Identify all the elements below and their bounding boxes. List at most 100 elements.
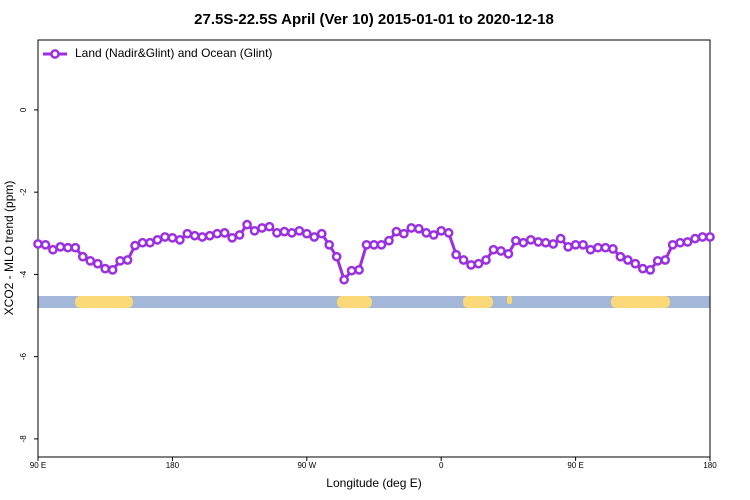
ocean-strip: [38, 296, 710, 308]
data-point: [175, 235, 185, 245]
land-strip: [337, 296, 372, 308]
x-tick-label: 0: [439, 461, 444, 470]
data-point: [548, 239, 559, 249]
data-point: [369, 239, 379, 250]
data-point: [443, 228, 454, 238]
y-axis-label: XCO2 - MLO trend (ppm): [2, 181, 16, 316]
data-point: [466, 260, 476, 270]
data-point: [316, 228, 327, 239]
x-tick-label: 180: [703, 461, 717, 470]
x-tick-label: 90 E: [30, 461, 46, 470]
data-point: [219, 228, 230, 238]
chart-title: 27.5S-22.5S April (Ver 10) 2015-01-01 to…: [194, 11, 554, 28]
data-point: [600, 242, 611, 253]
land-strip: [75, 296, 133, 308]
data-point: [249, 225, 260, 236]
y-tick-label: -2: [19, 188, 28, 196]
data-point: [428, 230, 439, 240]
data-point: [578, 239, 588, 250]
data-point: [48, 244, 58, 255]
data-point: [690, 233, 700, 244]
data-point: [324, 239, 335, 250]
data-point: [331, 251, 342, 262]
data-point: [488, 244, 499, 255]
data-point: [421, 228, 432, 238]
data-point: [257, 223, 267, 233]
data-point: [234, 230, 245, 240]
data-point: [540, 237, 551, 248]
data-point: [667, 239, 678, 250]
land-ocean-strip: [38, 296, 710, 308]
data-point: [287, 228, 297, 238]
data-point: [182, 228, 193, 239]
data-point: [637, 263, 648, 274]
data-point: [294, 225, 305, 236]
data-point: [682, 237, 693, 247]
data-point: [55, 242, 66, 252]
data-point: [585, 244, 596, 255]
y-tick-label: -6: [19, 353, 28, 361]
x-tick-label: 90 E: [567, 461, 583, 470]
legend-marker: [50, 49, 60, 59]
data-point: [92, 258, 103, 269]
data-point: [227, 232, 237, 243]
data-point: [623, 255, 633, 265]
data-point: [115, 255, 125, 266]
data-point: [615, 251, 626, 262]
data-point: [458, 255, 469, 265]
data-point: [40, 239, 51, 250]
data-point: [160, 232, 170, 242]
data-point: [107, 265, 118, 275]
data-point: [436, 225, 447, 236]
data-point: [77, 251, 88, 262]
data-point: [145, 237, 155, 248]
data-point: [137, 237, 148, 248]
data-point: [645, 265, 656, 275]
data-point: [555, 233, 566, 244]
data-point: [593, 242, 603, 253]
data-point: [130, 240, 140, 251]
data-point: [660, 255, 671, 265]
data-point: [652, 255, 663, 266]
data-point: [391, 226, 402, 237]
land-strip: [611, 296, 670, 308]
y-tick-label: -4: [19, 270, 28, 278]
data-point: [361, 239, 372, 250]
data-point: [309, 232, 320, 242]
data-point: [533, 237, 544, 247]
data-point: [705, 232, 715, 242]
data-point: [204, 230, 215, 241]
data-point: [70, 242, 81, 253]
data-point: [122, 255, 133, 265]
data-point: [406, 223, 417, 233]
data-point: [570, 239, 581, 250]
data-point: [496, 246, 506, 256]
y-tick-label: 0: [19, 107, 28, 112]
data-point: [272, 228, 282, 238]
x-tick-label: 180: [166, 461, 180, 470]
data-point: [339, 274, 349, 285]
data-point: [189, 230, 200, 241]
data-point: [376, 239, 387, 250]
data-point: [212, 228, 223, 239]
data-point: [503, 248, 514, 259]
data-point: [301, 228, 312, 239]
y-tick-label: -8: [19, 435, 28, 443]
data-point: [384, 235, 394, 246]
data-point: [354, 265, 364, 275]
data-point: [608, 244, 618, 254]
data-point: [473, 258, 484, 269]
data-point: [697, 232, 708, 242]
data-point: [33, 239, 43, 249]
data-point: [167, 232, 178, 243]
land-strip: [507, 296, 512, 304]
data-point: [413, 223, 424, 234]
data-point: [63, 242, 73, 253]
data-point: [242, 219, 252, 230]
data-point: [100, 263, 111, 274]
data-point: [85, 255, 96, 266]
data-point: [630, 258, 641, 269]
data-point: [152, 235, 163, 245]
legend-label: Land (Nadir&Glint) and Ocean (Glint): [75, 46, 272, 60]
